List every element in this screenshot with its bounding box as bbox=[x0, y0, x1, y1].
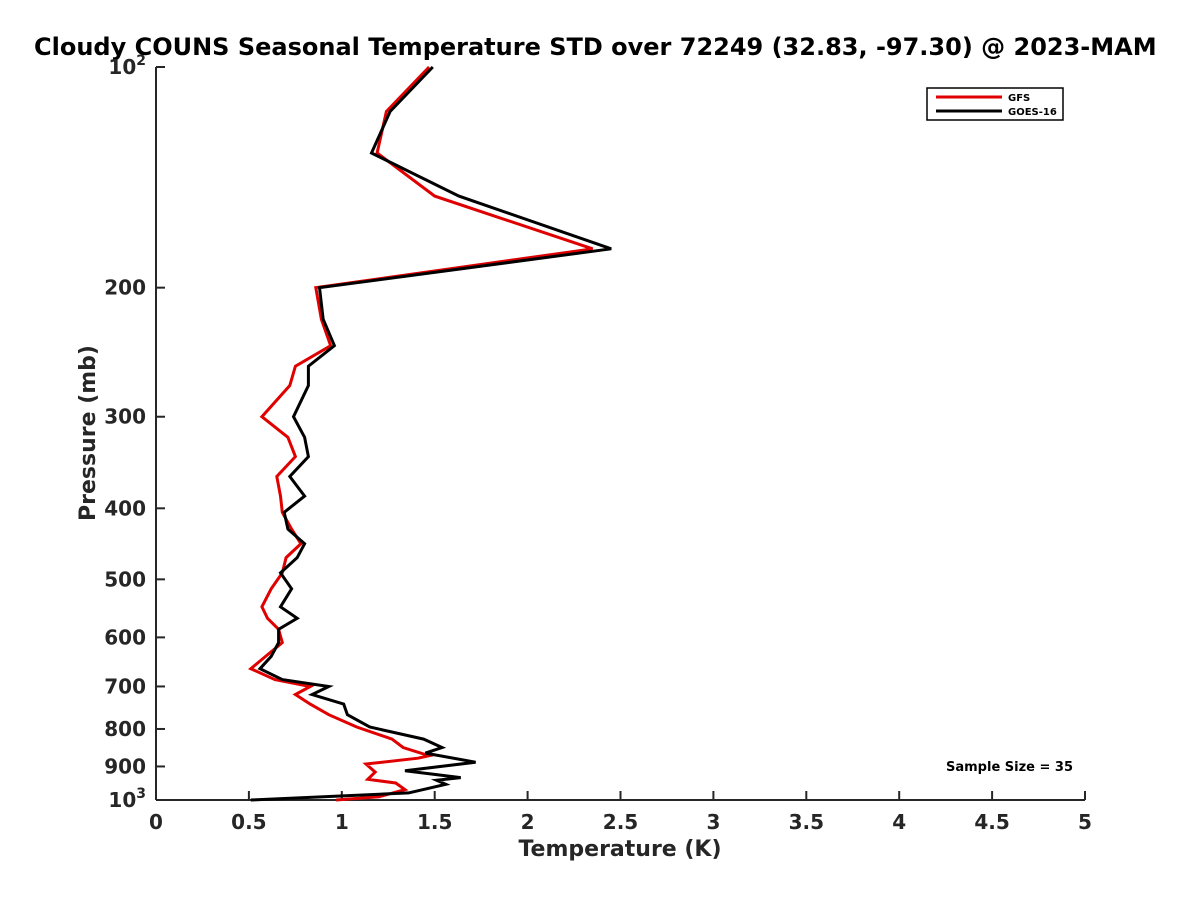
x-ticks: 0 0.5 1 1.5 2 2.5 3 3.5 4 4.5 5 bbox=[149, 791, 1092, 834]
x-tick-label: 5 bbox=[1078, 810, 1092, 834]
y-tick-label: 300 bbox=[104, 405, 146, 429]
x-tick-label: 4.5 bbox=[974, 810, 1009, 834]
y-tick-base: 10 bbox=[108, 55, 136, 79]
sample-size-annotation: Sample Size = 35 bbox=[946, 760, 1073, 775]
y-axis-label: Pressure (mb) bbox=[76, 345, 101, 521]
y-tick-label: 103 bbox=[108, 786, 146, 812]
y-tick-label: 600 bbox=[104, 625, 146, 649]
y-tick-base: 10 bbox=[108, 788, 136, 812]
x-tick-label: 2 bbox=[521, 810, 535, 834]
legend-box bbox=[926, 87, 1064, 121]
x-tick-label: 2.5 bbox=[603, 810, 638, 834]
series-group bbox=[247, 65, 612, 802]
y-tick-label: 102 bbox=[108, 53, 146, 79]
x-axis-label: Temperature (K) bbox=[518, 837, 721, 862]
x-tick-label: 0.5 bbox=[231, 810, 266, 834]
y-tick-label: 800 bbox=[104, 717, 146, 741]
legend-label-gfs: GFS bbox=[1008, 93, 1030, 104]
y-tick-label: 700 bbox=[104, 674, 146, 698]
x-tick-label: 0 bbox=[149, 810, 163, 834]
plot-area bbox=[155, 67, 1085, 801]
y-tick-exponent: 2 bbox=[136, 53, 146, 69]
x-tick-label: 1.5 bbox=[417, 810, 452, 834]
y-tick-exponent: 3 bbox=[136, 786, 146, 802]
x-tick-label: 3.5 bbox=[789, 810, 824, 834]
x-tick-label: 1 bbox=[335, 810, 349, 834]
legend-label-goes16: GOES-16 bbox=[1008, 107, 1057, 118]
y-tick-label: 400 bbox=[104, 496, 146, 520]
chart-title: Cloudy COUNS Seasonal Temperature STD ov… bbox=[34, 33, 1157, 61]
y-tick-label: 200 bbox=[104, 276, 146, 300]
x-tick-label: 3 bbox=[706, 810, 720, 834]
y-tick-label: 500 bbox=[104, 567, 146, 591]
series-line-goes16 bbox=[250, 65, 612, 802]
series-line-gfs bbox=[247, 65, 594, 802]
y-tick-label: 900 bbox=[104, 754, 146, 778]
x-tick-label: 4 bbox=[892, 810, 906, 834]
legend: GFS GOES-16 bbox=[926, 87, 1064, 121]
